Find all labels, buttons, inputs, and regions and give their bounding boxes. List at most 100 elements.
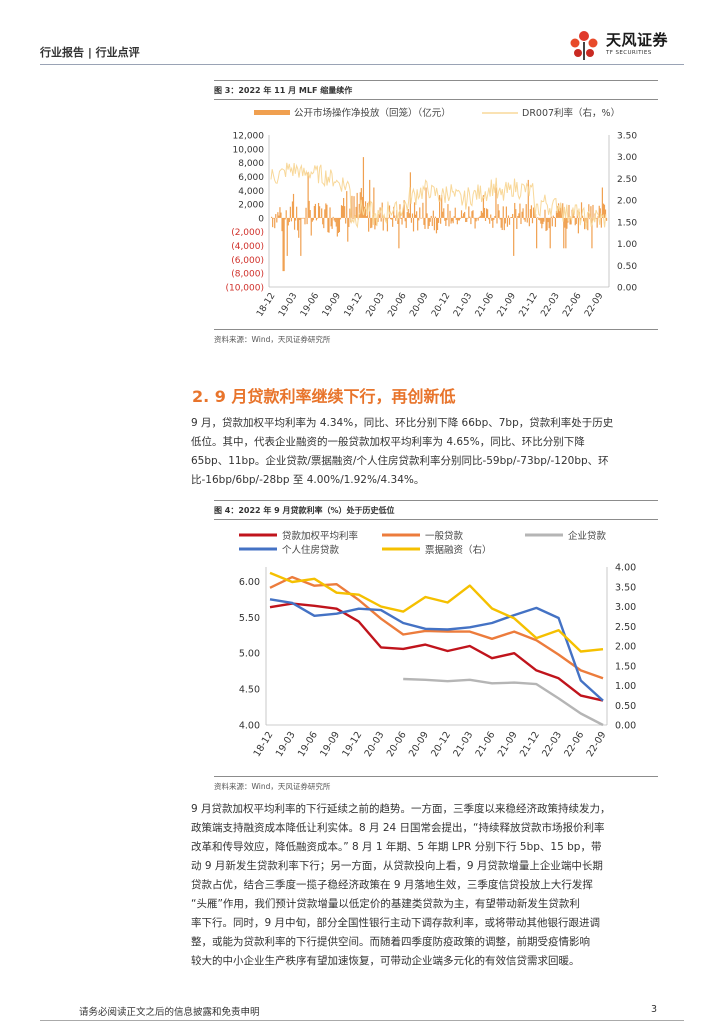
- fig3-bar: [580, 202, 583, 218]
- paragraph-1: 9 月，贷款加权平均利率为 4.34%，同比、环比分别下降 66bp、7bp，贷…: [191, 414, 667, 490]
- fig3-bar: [598, 205, 600, 218]
- fig3-bar: [337, 217, 339, 233]
- fig3-bar: [430, 215, 432, 218]
- fig3-bar: [304, 217, 306, 225]
- fig3-bar: [300, 217, 302, 256]
- fig3-bar: [278, 215, 280, 218]
- fig3-x-tick: 20-03: [365, 291, 387, 318]
- fig3-bar: [572, 210, 574, 218]
- fig3-right-tick: 1.50: [617, 218, 637, 228]
- figure3-top-rule: [214, 80, 658, 81]
- fig4-series-line: [269, 575, 604, 680]
- fig3-bar: [491, 217, 493, 221]
- fig3-bar: [332, 216, 334, 218]
- fig3-bar: [347, 217, 349, 242]
- fig3-bar: [537, 217, 539, 218]
- fig3-bar: [503, 217, 505, 231]
- fig3-bar: [311, 217, 313, 222]
- fig3-x-tick: 18-12: [255, 291, 277, 318]
- fig3-bar: [472, 210, 474, 218]
- fig3-left-tick: 0: [258, 214, 264, 224]
- fig4-x-tick: 20-09: [407, 730, 431, 759]
- fig3-x-tick: 20-06: [386, 291, 408, 319]
- fig3-x-tick: 21-06: [474, 291, 496, 319]
- fig4-series-line: [269, 571, 604, 653]
- fig3-bar: [334, 217, 336, 223]
- fig3-bar: [302, 217, 304, 219]
- fig3-bar: [287, 217, 289, 226]
- fig3-bar: [544, 209, 546, 218]
- figure3-title-rule: [214, 99, 658, 100]
- fig3-bar: [529, 209, 531, 218]
- fig3-bar: [423, 217, 425, 225]
- fig3-bar: [494, 215, 496, 218]
- fig4-x-tick: 19-03: [274, 730, 298, 759]
- fig3-bar: [391, 217, 393, 220]
- company-logo: 天风证券 TF SECURITIES: [566, 26, 686, 62]
- fig3-bar: [504, 217, 506, 224]
- logo-subtext: TF SECURITIES: [606, 50, 652, 56]
- fig3-bar: [343, 197, 345, 218]
- fig3-right-tick: 2.00: [617, 197, 637, 207]
- fig3-bar: [426, 213, 428, 218]
- fig4-x-tick: 22-09: [585, 730, 609, 759]
- fig3-bar: [282, 217, 284, 272]
- fig3-bar: [434, 216, 437, 218]
- fig3-bar: [275, 214, 277, 218]
- fig3-bar: [308, 200, 310, 218]
- fig3-bar: [448, 217, 450, 227]
- fig3-bar: [418, 217, 420, 221]
- fig3-right-tick: 0.00: [617, 284, 637, 294]
- fig3-bar: [417, 217, 419, 231]
- fig3-bar: [545, 217, 547, 232]
- para2-line: 9 月贷款加权平均利率的下行延续之前的趋势。一方面，三季度以来稳经济政策持续发力…: [191, 803, 611, 815]
- fig3-bar: [452, 217, 454, 224]
- fig3-bar: [465, 217, 467, 223]
- fig4-x-tick: 19-12: [340, 730, 364, 759]
- fig3-bar: [392, 217, 394, 227]
- fig3-bar: [272, 217, 274, 228]
- fig3-bar: [386, 217, 389, 232]
- fig4-right-axis: 4.00 3.50 3.00 2.50 2.00 1.50 1.00 0.50 0.00: [606, 563, 636, 732]
- fig3-legend-line-label: DR007利率（右，%）: [522, 107, 620, 119]
- fig3-bar: [316, 217, 319, 219]
- fig3-bar: [389, 217, 392, 220]
- fig3-bar: [498, 210, 500, 218]
- para1-line: 65bp、11bp。企业贷款/票据融资/个人住房贷款利率分别同比-59bp/-7…: [191, 455, 609, 467]
- fig3-bar: [349, 208, 351, 218]
- fig3-left-tick: 8,000: [238, 159, 264, 169]
- fig3-bar: [453, 216, 455, 218]
- fig3-bar: [454, 207, 456, 218]
- fig3-bar: [480, 210, 482, 218]
- fig3-left-tick: (4,000): [231, 242, 264, 252]
- fig3-bar: [293, 217, 296, 230]
- fig3-bar: [320, 217, 322, 218]
- fig3-bar: [538, 217, 540, 220]
- fig4-legend-label: 票据融资（右）: [425, 544, 492, 556]
- fig3-bar: [485, 208, 488, 218]
- fig3-bar: [424, 217, 426, 229]
- fig3-bar: [425, 187, 427, 218]
- fig3-bar: [364, 201, 367, 218]
- fig3-bar: [507, 215, 510, 218]
- fig3-bar: [428, 217, 430, 227]
- fig3-bar: [540, 217, 542, 224]
- fig4-left-tick: 5.00: [239, 649, 260, 660]
- fig3-bar: [527, 179, 529, 218]
- figure4-title-rule: [214, 519, 658, 520]
- fig3-bar: [502, 206, 504, 218]
- fig3-bar: [595, 217, 597, 219]
- fig3-dr007-line: [270, 162, 607, 230]
- fig3-bar: [427, 217, 429, 229]
- fig3-left-tick: 4,000: [238, 187, 264, 197]
- fig3-bar: [449, 210, 451, 218]
- fig3-bar: [464, 211, 466, 218]
- fig3-left-tick: 2,000: [238, 201, 264, 211]
- fig3-bar: [604, 209, 607, 218]
- para2-line: “头雁”作用，我们预计贷款增量以低定价的基建类贷款为主，有望带动新发生贷款利: [191, 898, 580, 910]
- fig3-bar: [400, 217, 402, 219]
- fig3-bar: [310, 217, 312, 236]
- fig3-bar: [285, 210, 287, 218]
- fig3-bar: [277, 212, 279, 218]
- fig3-bar: [442, 211, 444, 218]
